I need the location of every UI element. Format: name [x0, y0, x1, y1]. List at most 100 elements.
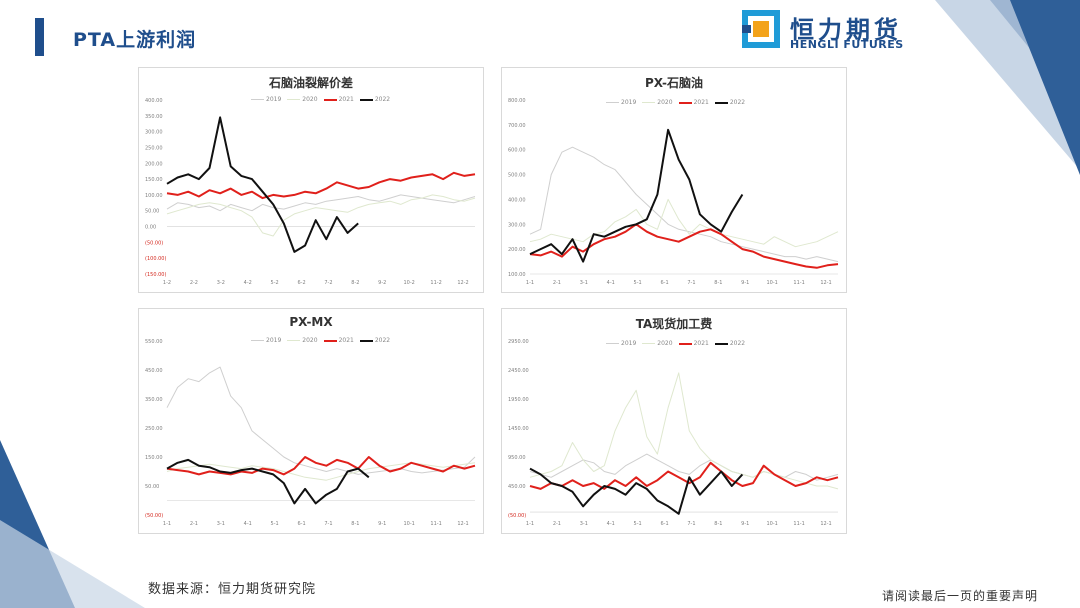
chart-legend: 2019 2020 2021 2022 [606, 99, 745, 106]
x-tick-label: 3-1 [217, 521, 225, 527]
y-tick-label: 550.00 [145, 339, 163, 345]
x-tick-label: 2-1 [553, 521, 561, 527]
x-tick-label: 11-1 [430, 521, 441, 527]
x-tick-label: 10-2 [404, 280, 415, 286]
chart-legend: 2019 2020 2021 2022 [606, 340, 745, 347]
y-tick-label: 400.00 [145, 98, 163, 104]
y-tick-label: 50.00 [145, 484, 159, 490]
x-tick-label: 9-1 [741, 521, 749, 527]
series-line-2019 [529, 146, 839, 263]
chart-px-naphtha: 800.00 700.00 600.00 500.00 400.00 300.00 200.… [508, 98, 839, 286]
x-tick-label: 5-1 [634, 280, 642, 286]
x-tick-label: 3-1 [580, 280, 588, 286]
y-tick-label: 250.00 [145, 426, 163, 432]
x-tick-label: 5-2 [271, 280, 279, 286]
y-tick-label: 2450.00 [508, 368, 529, 374]
legend-item-2020: 2020 [287, 96, 318, 103]
chart-ta-processing-fee: 2950.00 2450.00 1950.00 1450.00 950.00 450.00… [508, 339, 839, 527]
x-tick-label: 7-2 [324, 280, 332, 286]
legend-item-2021: 2021 [323, 96, 354, 103]
chart-title: 石脑油裂解价差 [268, 76, 353, 90]
x-tick-label: 4-1 [244, 521, 252, 527]
x-tick-label: 2-1 [190, 521, 198, 527]
legend-item-2021: 2021 [678, 99, 709, 106]
disclaimer-note: 请阅读最后一页的重要声明 [882, 589, 1039, 603]
x-tick-label: 12-1 [820, 521, 831, 527]
y-tick-label: (50.00) [145, 240, 163, 246]
chart-panel-px-mx: 550.00 450.00 350.00 250.00 150.00 50.00 (50.0… [138, 308, 484, 534]
legend-item-2019: 2019 [606, 99, 636, 106]
legend-item-2020: 2020 [642, 99, 673, 106]
chart-legend: 2019 2020 2021 2022 [251, 337, 390, 344]
x-tick-label: 10-1 [404, 521, 415, 527]
x-tick-label: 11-1 [793, 521, 804, 527]
y-tick-label: 400.00 [508, 197, 526, 203]
y-tick-label: 100.00 [145, 193, 163, 199]
x-tick-label: 2-2 [190, 280, 198, 286]
y-tick-label: 450.00 [508, 484, 526, 490]
y-tick-label: 350.00 [145, 397, 163, 403]
x-tick-label: 6-1 [297, 521, 305, 527]
x-tick-label: 8-1 [714, 280, 722, 286]
company-logo: 恒力期货 HENGLI FUTURES [742, 10, 932, 54]
y-tick-label: 1950.00 [508, 397, 529, 403]
y-tick-label: (50.00) [145, 513, 163, 519]
y-tick-label: 200.00 [508, 247, 526, 253]
x-tick-label: 9-2 [378, 280, 386, 286]
x-tick-label: 12-2 [457, 280, 468, 286]
y-tick-label: 300.00 [145, 130, 163, 136]
logo-text-en: HENGLI FUTURES [790, 38, 904, 51]
x-tick-label: 10-1 [767, 280, 778, 286]
legend-item-2021: 2021 [678, 340, 709, 347]
legend-item-2022: 2022 [714, 99, 745, 106]
y-tick-label: 800.00 [508, 98, 526, 104]
y-tick-label: (150.00) [145, 272, 166, 278]
logo-icon [742, 10, 780, 48]
x-tick-label: 11-1 [793, 280, 804, 286]
x-tick-label: 6-1 [660, 521, 668, 527]
series-line-2019 [166, 366, 476, 475]
chart-naphtha-crack-spread: 400.00 350.00 300.00 250.00 200.00 150.00 100.… [145, 98, 476, 286]
y-tick-label: (100.00) [145, 256, 166, 262]
legend-item-2019: 2019 [606, 340, 636, 347]
x-tick-label: 7-1 [687, 521, 695, 527]
legend-item-2022: 2022 [359, 337, 390, 344]
series-line-2019 [166, 194, 476, 212]
y-tick-label: 450.00 [145, 368, 163, 374]
chart-title: TA现货加工费 [635, 317, 713, 331]
x-tick-label: 8-1 [714, 521, 722, 527]
y-tick-label: 250.00 [145, 145, 163, 151]
y-tick-label: 950.00 [508, 455, 526, 461]
x-tick-label: 8-1 [351, 521, 359, 527]
chart-panel-naphtha-crack: 400.00 350.00 300.00 250.00 200.00 150.00 100.… [138, 67, 484, 293]
chart-panel-ta-processing-fee: 2950.00 2450.00 1950.00 1450.00 950.00 450.00… [501, 308, 847, 534]
x-tick-label: 12-1 [820, 280, 831, 286]
y-tick-label: 50.00 [145, 209, 159, 215]
y-tick-label: 200.00 [145, 161, 163, 167]
x-tick-label: 5-1 [634, 521, 642, 527]
y-tick-label: 100.00 [508, 272, 526, 278]
legend-item-2019: 2019 [251, 96, 281, 103]
data-source-note: 数据来源：恒力期货研究院 [148, 582, 317, 597]
series-line-2021 [166, 456, 476, 476]
legend-item-2019: 2019 [251, 337, 281, 344]
x-tick-label: 2-1 [553, 280, 561, 286]
y-tick-label: 300.00 [508, 222, 526, 228]
y-tick-label: 600.00 [508, 148, 526, 154]
y-tick-label: 150.00 [145, 455, 163, 461]
series-line-2021 [529, 461, 839, 490]
x-tick-label: 12-1 [457, 521, 468, 527]
y-tick-label: 700.00 [508, 123, 526, 129]
series-line-2020 [166, 462, 476, 481]
x-tick-label: 1-1 [526, 280, 534, 286]
series-line-2021 [166, 171, 476, 200]
series-line-2022 [166, 116, 359, 253]
x-tick-label: 6-1 [660, 280, 668, 286]
series-line-2020 [166, 194, 476, 237]
x-tick-label: 10-1 [767, 521, 778, 527]
series-line-2020 [529, 198, 839, 248]
x-tick-label: 7-1 [687, 280, 695, 286]
x-tick-label: 8-2 [351, 280, 359, 286]
header-accent-bar [35, 18, 44, 56]
chart-panel-px-naphtha: 800.00 700.00 600.00 500.00 400.00 300.00 200.… [501, 67, 847, 293]
